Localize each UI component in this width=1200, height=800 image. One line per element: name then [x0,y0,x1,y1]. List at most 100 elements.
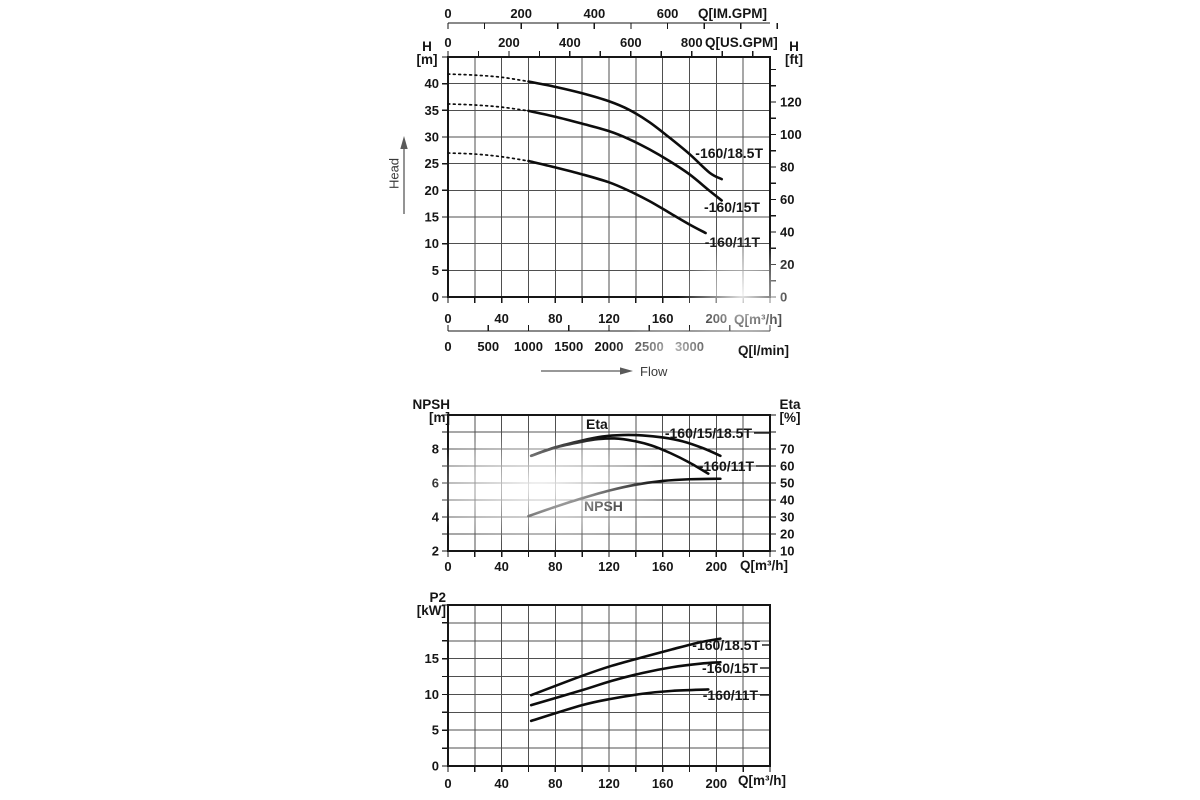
lmin-tick-label: 2000 [595,339,624,354]
curve-label: -160/15/18.5T [665,425,753,441]
q-m3h-tick-label: 200 [705,559,727,574]
axis-title-q-m3h-mid: Q[m³/h] [740,558,788,573]
im-gpm-tick-label: 0 [444,6,451,21]
h-m-tick-label: 0 [432,290,439,305]
p2-grid [442,604,771,772]
us-gpm-tick-label: 800 [681,35,703,50]
head-arrow-head-icon [400,136,408,149]
h-m-tick-label: 25 [425,156,439,171]
h-m-tick-label: 35 [425,103,439,118]
lmin-tick-label: 0 [444,339,451,354]
mid-curve NPSH [527,477,722,518]
curve-label: NPSH [584,498,623,514]
h-label: H [422,39,432,54]
q-m3h-tick-label: 200 [705,776,727,791]
h-m-tick-label: 5 [432,263,439,278]
lmin-tick-label: 3000 [675,339,704,354]
eta-tick-label: 70 [780,442,794,457]
q-m3h-tick-label: 0 [444,776,451,791]
head-curve -160/18.5T extrapolated [447,73,530,83]
curve-label: -160/11T [699,458,755,474]
h-ft-tick-label: 100 [780,127,802,142]
q-m3h-tick-label: 160 [652,311,674,326]
q-m3h-tick-label: 120 [598,559,620,574]
head-curve -160/15T [527,109,723,202]
q-m3h-tick-label: 40 [494,776,508,791]
npsh-tick-label: 8 [432,442,439,457]
eta-tick-label: 10 [780,544,794,559]
axis-title-h-m: H [m] [413,39,441,67]
us-gpm-tick-label: 200 [498,35,520,50]
h-ft-tick-label: 60 [780,192,794,207]
q-m3h-tick-label: 200 [705,311,727,326]
im-gpm-tick-label: 600 [657,6,679,21]
head-curve -160/11T extrapolated [447,152,530,162]
m-unit-label: [m] [429,410,450,425]
p2-tick-label: 15 [425,651,439,666]
curve-label: -160/18.5T [692,637,760,653]
us-gpm-tick-label: 400 [559,35,581,50]
head-curve -160/11T [527,159,707,235]
p2-tick-label: 0 [432,759,439,774]
curve-label: -160/11T [703,687,759,703]
h-m-tick-label: 30 [425,130,439,145]
ft-unit-label: [ft] [785,52,803,67]
mid-curve Eta -160/11T [529,437,710,475]
h-m-tick-label: 40 [425,76,439,91]
axis-title-q-m3h-head: Q[m³/h] [734,312,782,327]
q-m3h-tick-label: 160 [652,559,674,574]
pct-unit-label: [%] [779,410,801,425]
eta-tick-label: 30 [780,510,794,525]
us-gpm-tick-label: 0 [444,35,451,50]
npsh-tick-label: 2 [432,544,439,559]
axis-title-us-gpm: Q[US.GPM] [705,35,778,50]
lmin-tick-label: 500 [477,339,499,354]
p2-tick-label: 10 [425,687,439,702]
eta-tick-label: 60 [780,459,794,474]
q-m3h-tick-label: 0 [444,311,451,326]
h-label: H [789,39,799,54]
m-unit-label: [m] [416,52,438,67]
q-m3h-tick-label: 0 [444,559,451,574]
eta-tick-label: 20 [780,527,794,542]
us-gpm-tick-label: 600 [620,35,642,50]
eta-label: Eta [779,397,801,412]
q-m3h-tick-label: 160 [652,776,674,791]
axis-title-h-ft: H [ft] [779,39,809,67]
h-ft-tick-label: 0 [780,290,787,305]
curve-label: -160/15T [704,199,760,215]
h-ft-tick-label: 120 [780,94,802,109]
p2-curve -160/18.5T [529,637,722,697]
curve-label: Eta [586,416,608,432]
h-ft-tick-label: 20 [780,257,794,272]
head-curve -160/18.5T [527,80,723,181]
head-axis-caption: Head [386,157,402,190]
p2-tick-label: 5 [432,723,439,738]
npsh-tick-label: 6 [432,476,439,491]
axis-title-q-m3h-p2: Q[m³/h] [738,773,786,788]
p2-chart: 0 5 10 15 0 40 80 120 160 200 -160/18.5T -160/15T -1… [425,604,771,791]
eta-tick-label: 50 [780,476,794,491]
curve-label: -160/15T [702,660,758,676]
im-gpm-tick-label: 400 [584,6,606,21]
npsh-tick-label: 4 [432,510,440,525]
curve-label: -160/18.5T [695,145,763,161]
q-m3h-tick-label: 40 [494,311,508,326]
im-gpm-tick-label: 200 [510,6,532,21]
p2-label: P2 [429,590,446,605]
q-m3h-tick-label: 120 [598,776,620,791]
h-m-tick-label: 10 [425,236,439,251]
axis-title-npsh-m: NPSH [m] [398,397,450,425]
q-m3h-tick-label: 80 [548,559,562,574]
q-m3h-tick-label: 120 [598,311,620,326]
h-m-tick-label: 20 [425,183,439,198]
flow-arrow-head-icon [620,367,633,375]
h-ft-tick-label: 40 [780,224,794,239]
h-m-tick-label: 15 [425,210,439,225]
head-chart-grid [442,22,779,332]
npsh-label: NPSH [412,397,450,412]
p2-curve -160/11T [529,688,710,723]
axis-title-im-gpm: Q[IM.GPM] [698,6,767,21]
